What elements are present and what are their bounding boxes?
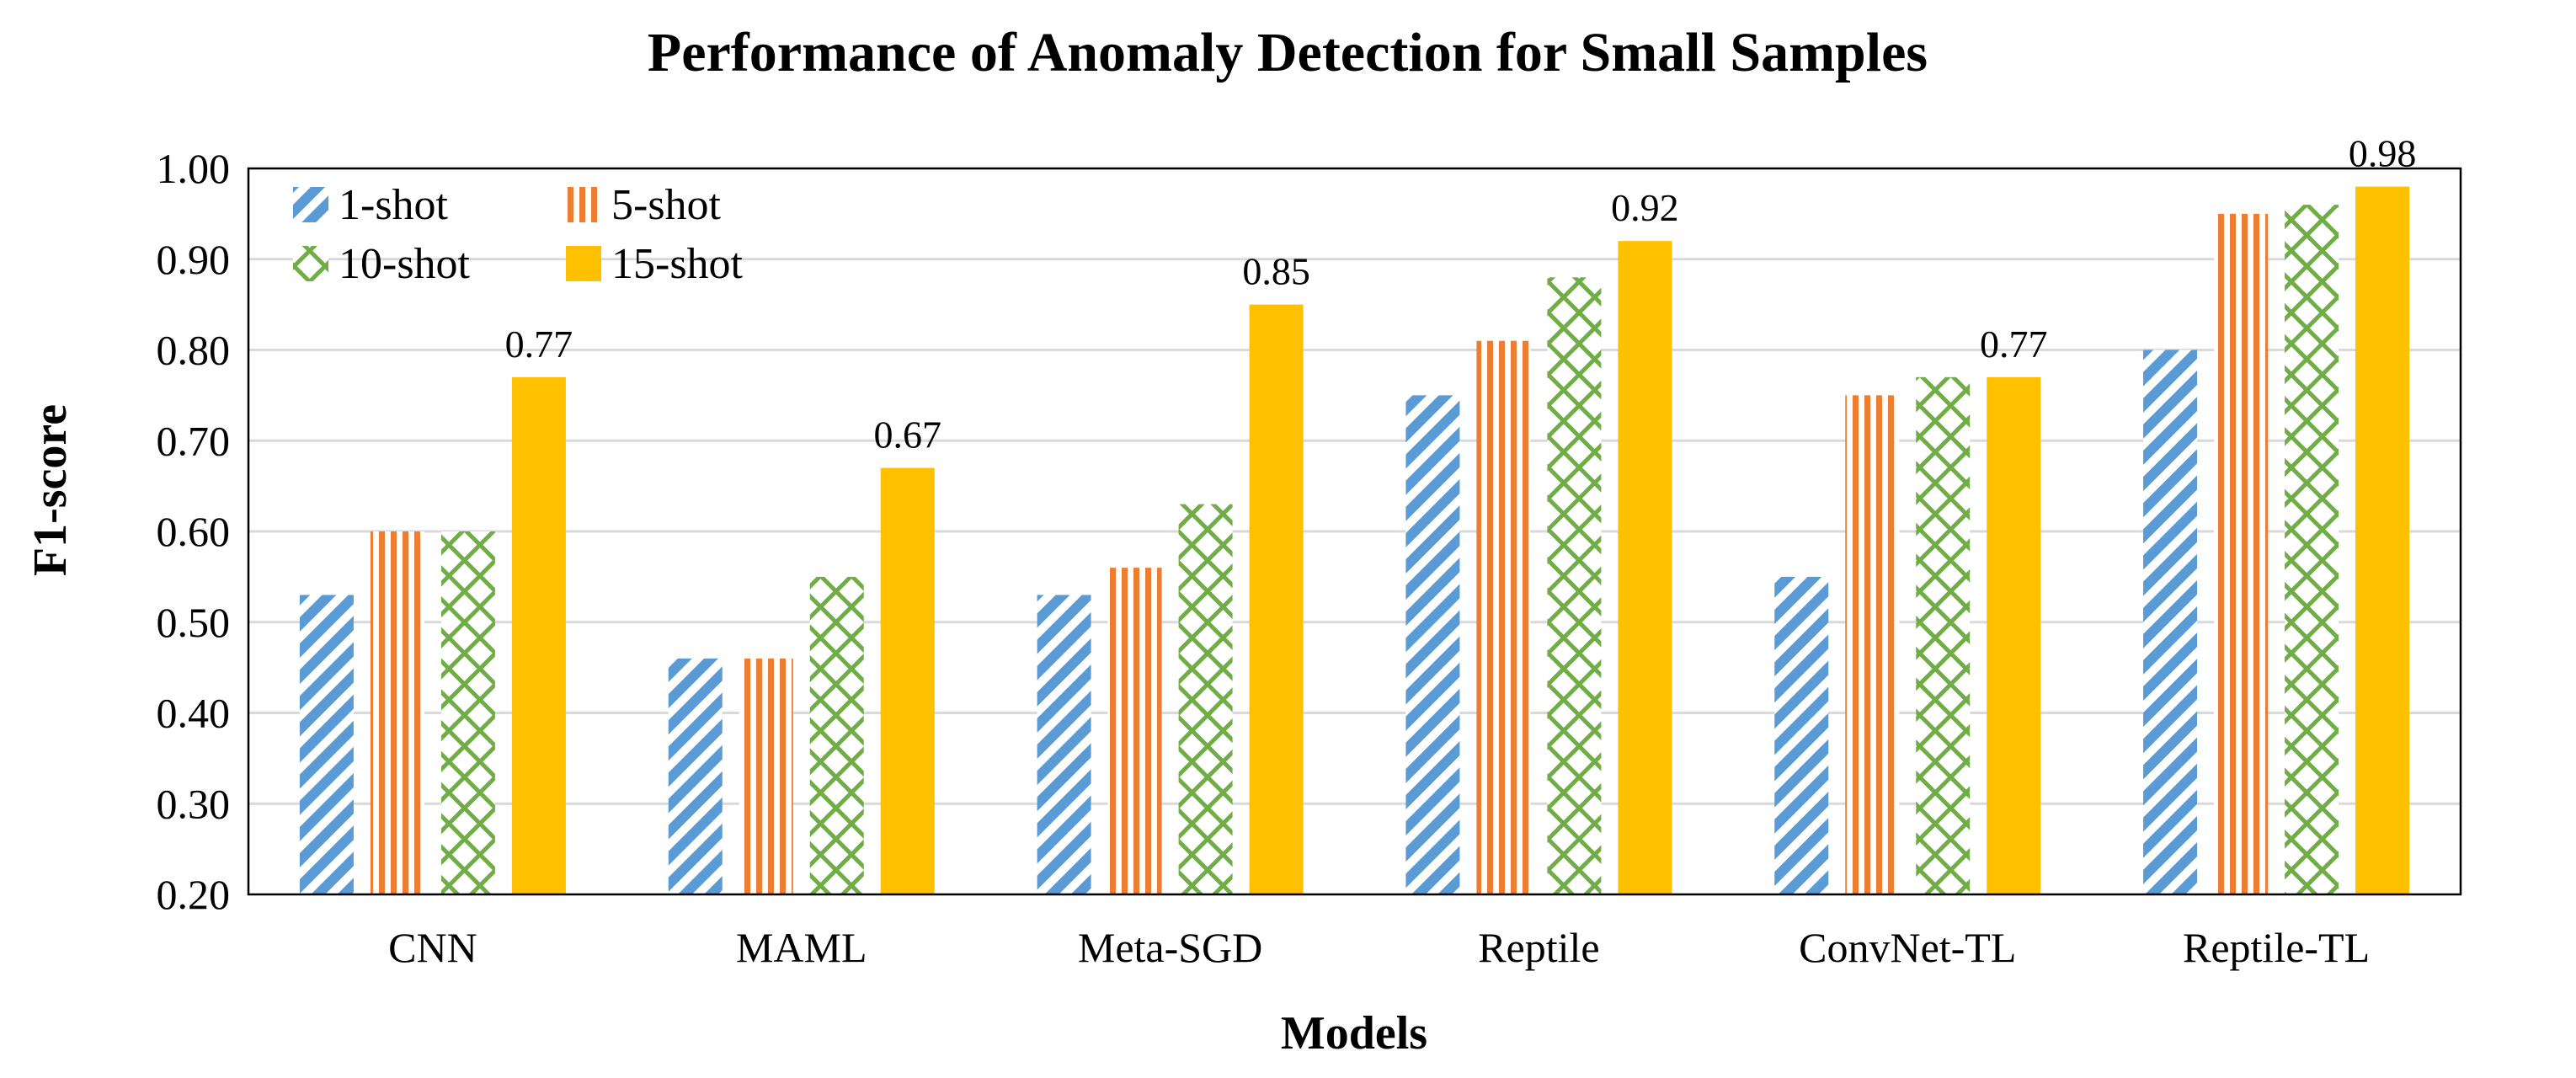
- y-tick-label: 0.80: [157, 327, 231, 374]
- bar-15-shot-Reptile: [1618, 241, 1672, 894]
- y-tick-label: 0.60: [157, 508, 231, 555]
- bar-1-shot-Meta-SGD: [1037, 595, 1091, 894]
- bar-5-shot-MAML: [739, 658, 793, 894]
- y-tick-label: 0.70: [157, 417, 231, 464]
- x-tick-label: CNN: [388, 924, 477, 971]
- legend-swatch: [293, 187, 328, 222]
- legend-swatch: [566, 246, 601, 281]
- axes: 0.20 0.30 0.40 0.50 0.60 0.70 0.80 0.90 1.00 CNN M…: [157, 145, 2462, 971]
- x-tick-label: ConvNet-TL: [1799, 924, 2016, 971]
- x-axis-title: Models: [1281, 1007, 1427, 1059]
- legend-label: 5-shot: [611, 181, 722, 229]
- bar-5-shot-ConvNet-TL: [1845, 395, 1900, 894]
- x-tick-label: Meta-SGD: [1078, 924, 1262, 971]
- legend-swatch: [566, 187, 601, 222]
- bar-10-shot-ConvNet-TL: [1916, 376, 1971, 894]
- y-tick-label: 0.40: [157, 690, 231, 737]
- chart-title: Performance of Anomaly Detection for Sma…: [648, 22, 1928, 83]
- bar-15-shot-MAML: [880, 467, 935, 894]
- bar-1-shot-ConvNet-TL: [1774, 576, 1829, 894]
- bar-1-shot-CNN: [299, 595, 354, 894]
- y-tick-label: 0.20: [157, 871, 231, 918]
- legend-item: 15-shot: [566, 240, 744, 288]
- bar-15-shot-CNN: [511, 376, 566, 894]
- y-tick-label: 0.90: [157, 236, 231, 283]
- data-label: 0.92: [1611, 186, 1679, 229]
- data-labels: 0.770.670.850.920.770.98: [505, 132, 2417, 456]
- bar-10-shot-Meta-SGD: [1178, 504, 1233, 894]
- data-label: 0.77: [1980, 323, 2048, 366]
- bar-1-shot-MAML: [668, 658, 723, 894]
- bar-15-shot-Meta-SGD: [1249, 304, 1304, 894]
- bar-15-shot-ConvNet-TL: [1987, 376, 2041, 894]
- legend-item: 5-shot: [566, 181, 722, 229]
- bars: [299, 186, 2410, 895]
- legend-item: 10-shot: [293, 240, 471, 288]
- bar-10-shot-Reptile-TL: [2285, 205, 2339, 895]
- bar-1-shot-Reptile: [1405, 395, 1460, 894]
- y-axis-title: F1-score: [24, 404, 77, 576]
- y-tick-label: 1.00: [157, 145, 231, 192]
- x-tick-label: MAML: [736, 924, 867, 971]
- legend-label: 15-shot: [611, 240, 744, 288]
- legend: 1-shot 5-shot 10-shot 15-shot: [293, 181, 744, 288]
- data-label: 0.85: [1242, 250, 1310, 293]
- bar-15-shot-Reptile-TL: [2355, 186, 2410, 895]
- y-tick-label: 0.50: [157, 599, 231, 646]
- plot-area-border: [247, 167, 2462, 896]
- bar-5-shot-Reptile-TL: [2214, 213, 2269, 894]
- y-tick-label: 0.30: [157, 780, 231, 827]
- x-tick-label: Reptile-TL: [2183, 924, 2370, 971]
- x-tick-label: Reptile: [1478, 924, 1599, 971]
- legend-label: 1-shot: [339, 181, 449, 229]
- bar-10-shot-Reptile: [1547, 277, 1602, 894]
- legend-label: 10-shot: [339, 240, 471, 288]
- legend-swatch: [293, 246, 328, 281]
- bar-5-shot-Reptile: [1476, 340, 1531, 895]
- bar-10-shot-MAML: [809, 576, 864, 894]
- bar-1-shot-Reptile-TL: [2143, 350, 2198, 894]
- bar-10-shot-CNN: [440, 531, 495, 894]
- bar-5-shot-Meta-SGD: [1107, 568, 1162, 894]
- gridlines: [248, 258, 2461, 805]
- bar-5-shot-CNN: [370, 531, 424, 894]
- data-label: 0.67: [874, 414, 942, 456]
- legend-item: 1-shot: [293, 181, 449, 229]
- data-label: 0.77: [505, 323, 573, 366]
